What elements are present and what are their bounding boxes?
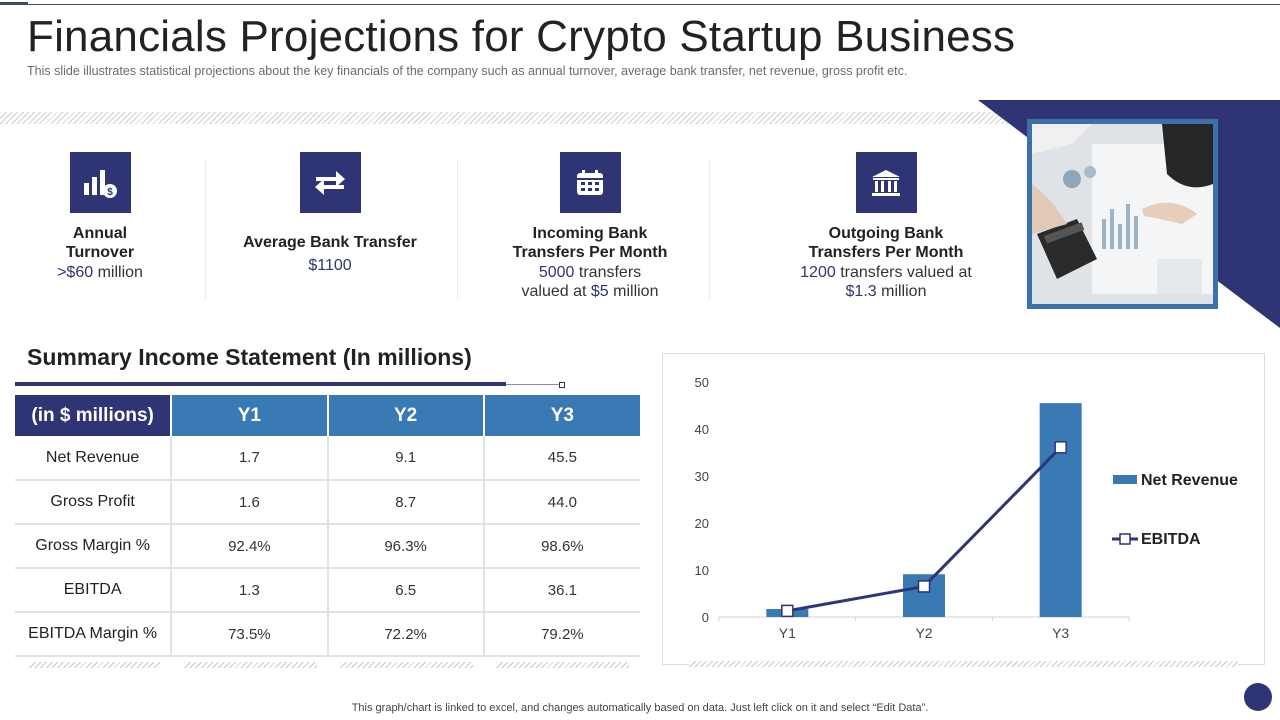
table-footer-hatch — [184, 662, 317, 668]
point-ebitda — [781, 604, 794, 618]
income-statement-table: (in $ millions) Y1 Y2 Y3 Net Revenue 1.7… — [15, 395, 640, 657]
revenue-ebitda-chart[interactable]: 0 10 20 30 40 50 Y1 Y2 Y3 Net Revenue EBITDA — [662, 353, 1265, 665]
top-accent-tick — [0, 2, 28, 4]
section-underline-dot — [559, 382, 565, 388]
y-tick-label: 30 — [695, 469, 709, 484]
kpi-value: 1200 transfers valued at $1.3 million — [800, 264, 972, 300]
table-cell: 6.5 — [327, 568, 485, 613]
kpi-outgoing-transfers: Outgoing Bank Transfers Per Month 1200 t… — [786, 152, 986, 301]
row-label: Net Revenue — [15, 436, 173, 481]
x-tick-label: Y1 — [779, 625, 796, 641]
kpi-value: >$60 million — [57, 264, 143, 281]
table-cell: 1.7 — [171, 436, 329, 481]
y-tick-label: 10 — [695, 563, 709, 578]
table-header-cell: (in $ millions) — [15, 395, 173, 436]
y-tick-label: 20 — [695, 516, 709, 531]
table-cell: 44.0 — [483, 480, 640, 525]
svg-text:$: $ — [107, 187, 113, 198]
table-cell: 1.3 — [171, 568, 329, 613]
business-photo — [1027, 119, 1218, 309]
decorative-hatch-band — [0, 112, 1010, 124]
kpi-value: 5000 transfers valued at $5 million — [521, 264, 659, 300]
table-row: Gross Profit 1.6 8.7 44.0 — [15, 480, 640, 525]
table-header-cell: Y1 — [171, 395, 329, 436]
table-row: EBITDA 1.3 6.5 36.1 — [15, 568, 640, 613]
table-cell: 8.7 — [327, 480, 485, 525]
y-tick-label: 40 — [695, 422, 709, 437]
kpi-annual-turnover: $ Annual Turnover >$60 million — [40, 152, 160, 282]
kpi-separator — [709, 160, 710, 300]
table-cell: 73.5% — [171, 612, 329, 657]
table-cell: 98.6% — [483, 524, 640, 569]
footer-note: This graph/chart is linked to excel, and… — [351, 702, 929, 714]
kpi-title: Outgoing Bank Transfers Per Month — [808, 225, 964, 261]
chart-footer-hatch — [689, 661, 1238, 667]
transfer-arrows-icon — [299, 152, 361, 213]
table-cell: 79.2% — [483, 612, 640, 657]
row-label: Gross Profit — [15, 480, 173, 525]
table-row: Net Revenue 1.7 9.1 45.5 — [15, 436, 640, 481]
page-title: Financials Projections for Crypto Startu… — [27, 12, 1016, 61]
bar-net-revenue — [1039, 403, 1082, 617]
section-underline-thin — [506, 384, 560, 385]
legend-swatch-net-revenue — [1113, 475, 1137, 484]
table-cell: 72.2% — [327, 612, 485, 657]
table-cell: 92.4% — [171, 524, 329, 569]
kpi-title: Incoming Bank Transfers Per Month — [512, 225, 668, 261]
bank-building-icon — [855, 152, 917, 213]
kpi-title: Average Bank Transfer — [243, 234, 417, 251]
income-statement-title: Summary Income Statement (In millions) — [27, 344, 472, 370]
table-row: Gross Margin % 92.4% 96.3% 98.6% — [15, 524, 640, 569]
table-header-cell: Y3 — [483, 395, 640, 436]
table-header-row: (in $ millions) Y1 Y2 Y3 — [15, 395, 640, 436]
kpi-value: $1100 — [308, 257, 352, 274]
table-cell: 96.3% — [327, 524, 485, 569]
table-cell: 45.5 — [483, 436, 640, 481]
bar-chart-dollar-icon: $ — [69, 152, 131, 213]
row-label: EBITDA — [15, 568, 173, 613]
table-cell: 1.6 — [171, 480, 329, 525]
kpi-incoming-transfers: Incoming Bank Transfers Per Month 5000 t… — [495, 152, 685, 301]
top-rule — [0, 4, 1280, 5]
table-cell: 36.1 — [483, 568, 640, 613]
kpi-average-bank-transfer: Average Bank Transfer $1100 — [235, 152, 425, 275]
chart-canvas: 0 10 20 30 40 50 Y1 Y2 Y3 Net Revenue EBITDA — [695, 375, 1238, 641]
point-ebitda — [917, 580, 931, 593]
page-subtitle: This slide illustrates statistical proje… — [27, 64, 908, 78]
legend-marker-ebitda — [1119, 533, 1131, 545]
table-row: EBITDA Margin % 73.5% 72.2% 79.2% — [15, 612, 640, 657]
table-footer-hatch — [29, 662, 160, 668]
calendar-icon — [559, 152, 621, 213]
kpi-separator — [457, 160, 458, 300]
y-tick-label: 0 — [702, 610, 709, 625]
legend-label-ebitda: EBITDA — [1141, 531, 1201, 548]
kpi-separator — [205, 160, 206, 300]
decorative-circle — [1244, 683, 1272, 711]
table-footer-hatch — [496, 662, 629, 668]
x-tick-label: Y2 — [915, 625, 932, 641]
table-cell: 9.1 — [327, 436, 485, 481]
legend-label-net-revenue: Net Revenue — [1141, 472, 1238, 489]
table-footer-hatch — [340, 662, 473, 668]
row-label: Gross Margin % — [15, 524, 173, 569]
kpi-title: Annual Turnover — [65, 225, 135, 261]
table-header-cell: Y2 — [327, 395, 485, 436]
x-tick-label: Y3 — [1052, 625, 1069, 641]
y-tick-label: 50 — [695, 375, 709, 390]
point-ebitda — [1054, 441, 1067, 454]
row-label: EBITDA Margin % — [15, 612, 173, 657]
section-underline — [15, 382, 506, 386]
